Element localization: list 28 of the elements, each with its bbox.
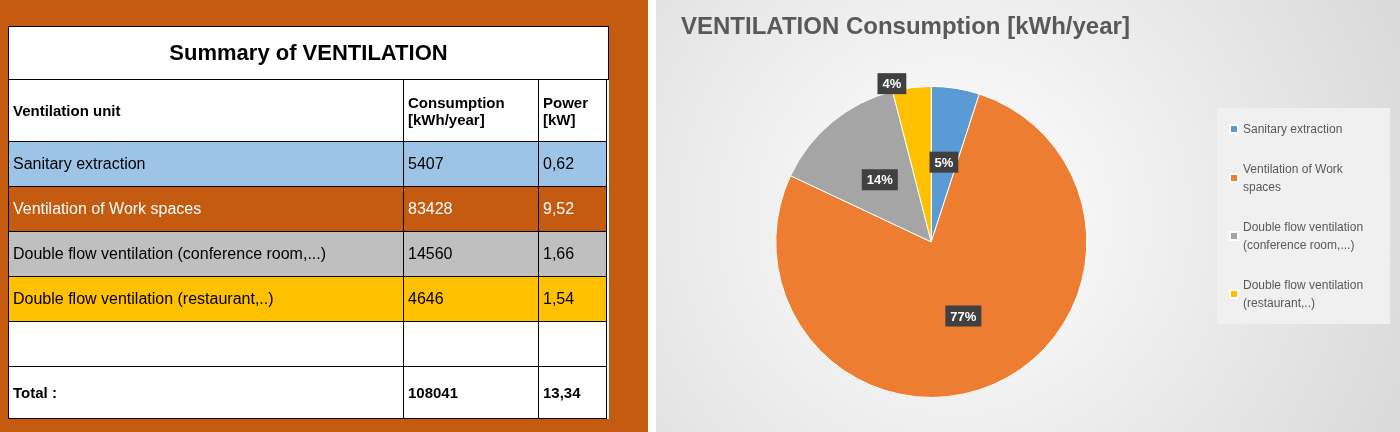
text: Sanitary extraction bbox=[9, 142, 404, 187]
text: 9,52 bbox=[539, 187, 607, 232]
text: Consumption [kWh/year] bbox=[404, 80, 539, 142]
data-label: 5% bbox=[934, 154, 954, 170]
text: Summary of VENTILATION bbox=[9, 27, 609, 80]
chart-title: VENTILATION Consumption [kWh/year] bbox=[681, 11, 1130, 39]
text: Power [kW] bbox=[539, 80, 607, 142]
text: 0,62 bbox=[539, 142, 607, 187]
text: 4646 bbox=[404, 277, 539, 322]
text: Ventilation unit bbox=[9, 80, 404, 142]
text: Total : bbox=[9, 367, 404, 419]
data-label: 4% bbox=[882, 76, 902, 92]
text: 1,66 bbox=[539, 232, 607, 277]
data-label: 14% bbox=[866, 172, 894, 188]
legend-label: Double flow ventilation (restaurant,..) bbox=[1243, 278, 1367, 310]
text: 5407 bbox=[404, 142, 539, 187]
text: 14560 bbox=[404, 232, 539, 277]
text: Double flow ventilation (conference room,...) bbox=[9, 232, 404, 277]
data-label: 77% bbox=[950, 308, 977, 324]
legend-label: Sanitary extraction bbox=[1243, 122, 1343, 136]
text: 83428 bbox=[404, 187, 539, 232]
text: 108041 bbox=[404, 367, 539, 419]
legend-label: Ventilation of Work spaces bbox=[1243, 162, 1347, 194]
text: 1,54 bbox=[539, 277, 607, 322]
text: 13,34 bbox=[539, 367, 607, 419]
text: Double flow ventilation (restaurant,..) bbox=[9, 277, 404, 322]
text: Ventilation of Work spaces bbox=[9, 187, 404, 232]
legend-label: Double flow ventilation (conference room,...) bbox=[1243, 220, 1367, 252]
